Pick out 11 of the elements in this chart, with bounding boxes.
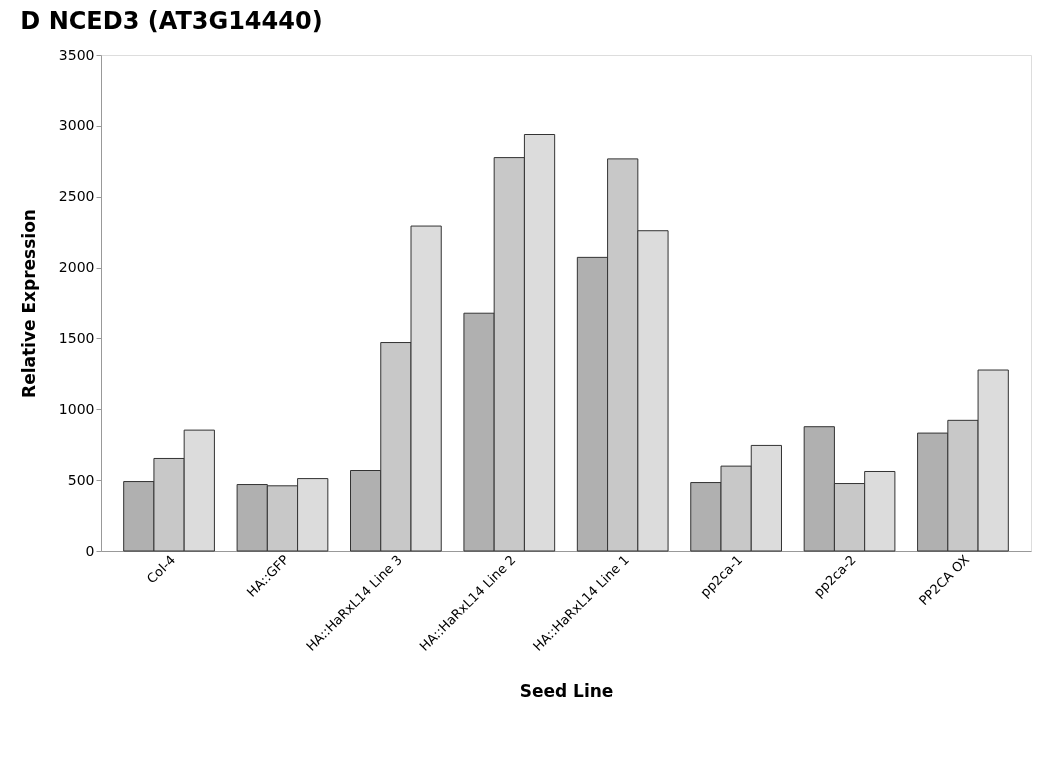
y-tick-label: 3500 [58, 46, 95, 63]
y-tick-label: 0 [85, 542, 95, 559]
y-tick-label: 3000 [58, 117, 95, 134]
chart-title: D NCED3 (AT3G14440) [20, 7, 323, 35]
y-tick-label: 1000 [58, 400, 95, 417]
y-tick-label: 500 [67, 471, 95, 488]
y-tick-label: 2500 [58, 188, 95, 205]
x-axis-title: Seed Line [519, 680, 614, 701]
y-tick-label: 1500 [58, 329, 95, 346]
y-axis-title: Relative Expression [18, 209, 39, 398]
y-tick-label: 2000 [58, 259, 95, 276]
